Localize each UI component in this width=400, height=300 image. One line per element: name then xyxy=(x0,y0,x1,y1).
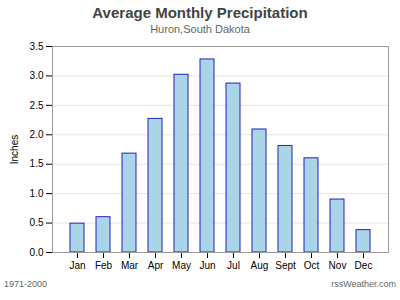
svg-text:0.0: 0.0 xyxy=(30,247,44,258)
svg-text:Jun: Jun xyxy=(199,260,215,271)
svg-text:May: May xyxy=(172,260,191,271)
html-text:rssWeather.com: rssWeather.com xyxy=(331,279,396,289)
svg-text:0.5: 0.5 xyxy=(30,217,44,228)
svg-text:Aug: Aug xyxy=(251,260,269,271)
html-text:Average Monthly Precipitation: Average Monthly Precipitation xyxy=(92,4,308,21)
svg-text:Apr: Apr xyxy=(148,260,164,271)
svg-text:Dec: Dec xyxy=(355,260,373,271)
html-text:1971-2000: 1971-2000 xyxy=(4,279,47,289)
svg-text:Inches: Inches xyxy=(9,135,20,164)
svg-text:1.0: 1.0 xyxy=(30,188,44,199)
svg-text:Feb: Feb xyxy=(95,260,113,271)
html-text:Huron,South Dakota: Huron,South Dakota xyxy=(150,23,250,35)
svg-text:Nov: Nov xyxy=(329,260,347,271)
svg-text:Jul: Jul xyxy=(227,260,240,271)
svg-text:Oct: Oct xyxy=(304,260,320,271)
svg-text:2.0: 2.0 xyxy=(30,129,44,140)
svg-text:1.5: 1.5 xyxy=(30,158,44,169)
svg-text:3.0: 3.0 xyxy=(30,70,44,81)
svg-text:Mar: Mar xyxy=(121,260,139,271)
svg-text:Jan: Jan xyxy=(69,260,85,271)
svg-text:3.5: 3.5 xyxy=(30,41,44,52)
svg-text:Sept: Sept xyxy=(275,260,296,271)
svg-text:2.5: 2.5 xyxy=(30,100,44,111)
